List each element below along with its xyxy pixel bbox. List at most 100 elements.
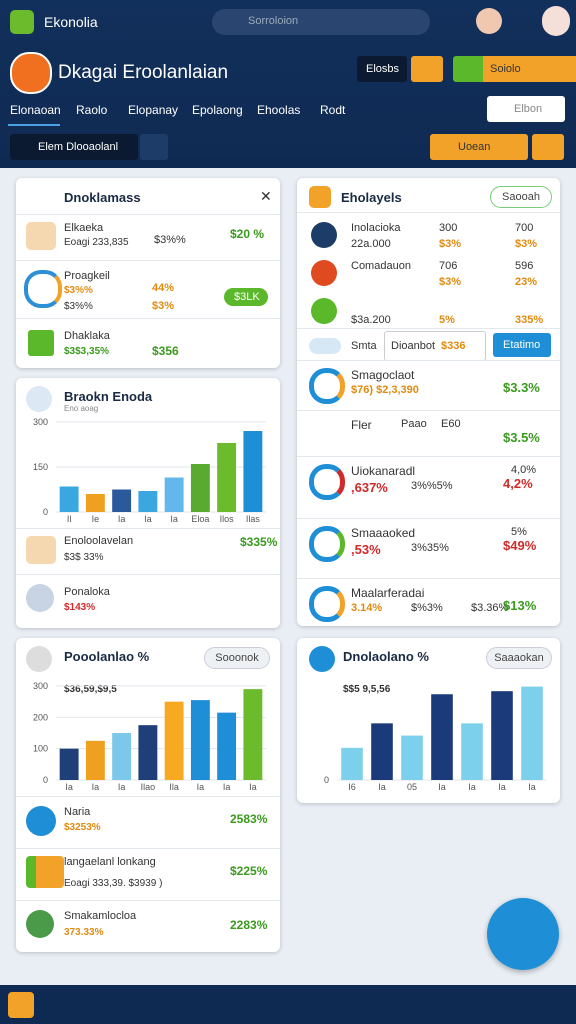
bar <box>85 740 105 780</box>
stat-value: 4,2% <box>503 476 533 491</box>
label: 373.33% <box>64 927 104 938</box>
label: Pooolanlao % <box>64 649 150 664</box>
stat-sub: $%3% <box>411 602 443 614</box>
label: Proagkeil <box>64 270 110 282</box>
x-tick-label: Ie <box>92 514 100 524</box>
search-placeholder: Sorroloion <box>248 15 299 27</box>
label: $20 % <box>230 227 265 241</box>
x-tick-label: Ilos <box>220 514 235 524</box>
label: Eoagi 233,835 <box>64 237 129 248</box>
avatar[interactable] <box>476 8 502 34</box>
tab[interactable]: Epolaong <box>192 103 243 117</box>
y-tick-label: 0 <box>43 775 48 785</box>
label: Naria <box>64 806 91 818</box>
label: $3%% <box>64 285 93 296</box>
dropdown[interactable] <box>430 134 528 160</box>
x-tick-label: Ia <box>197 782 205 792</box>
separator <box>297 456 560 457</box>
x-tick-label: 05 <box>407 782 417 792</box>
bar <box>431 694 453 780</box>
tab[interactable]: Elonaoan <box>10 103 61 117</box>
button[interactable]: Sooonok <box>204 647 270 669</box>
avatar <box>26 910 54 938</box>
view-button[interactable] <box>10 134 138 160</box>
bar <box>59 486 79 512</box>
label: Smta <box>351 340 377 352</box>
tab[interactable]: Rodt <box>320 103 346 117</box>
separator <box>297 360 560 361</box>
search-box[interactable] <box>212 9 430 35</box>
bar <box>85 494 105 512</box>
chip: E60 <box>441 418 461 430</box>
separator <box>297 578 560 579</box>
button[interactable] <box>357 56 407 82</box>
bar <box>164 701 184 780</box>
cell: $3% <box>439 238 462 250</box>
label: $336 <box>441 340 466 352</box>
button[interactable]: Saaaokan <box>486 647 552 669</box>
bar <box>190 700 210 780</box>
bar-chart: 0 I6 Ia 05 Ia Ia Ia Ia <box>324 686 547 792</box>
label: $3%% <box>64 301 93 312</box>
bar-chart: 0 150 300 Il Ie Ia Ia Ia Eloa Ilos Ilas <box>33 417 266 524</box>
label: Etatimo <box>503 339 541 351</box>
button[interactable] <box>493 333 551 357</box>
button[interactable] <box>453 56 576 82</box>
tab[interactable]: Elopanay <box>128 103 179 117</box>
chip: Paao <box>401 418 427 430</box>
separator <box>297 410 560 411</box>
bar <box>243 689 263 780</box>
x-tick-label: Ia <box>118 514 126 524</box>
nav-home[interactable] <box>8 992 34 1018</box>
fab[interactable] <box>487 898 559 970</box>
icon <box>26 856 64 888</box>
tab[interactable]: Raolo <box>76 103 108 117</box>
stat-sub: 3%35% <box>411 542 449 554</box>
cell: 706 <box>439 260 458 272</box>
x-tick-label: Il <box>67 514 72 524</box>
label: Smakamlocloa <box>64 910 137 922</box>
bar <box>217 443 237 512</box>
icon-button[interactable] <box>140 134 168 160</box>
x-tick-label: Ia <box>468 782 476 792</box>
label: $335% <box>240 535 278 549</box>
x-tick-label: Ia <box>65 782 73 792</box>
label: 44% <box>152 282 175 294</box>
summary-card: Dnoklamass ✕ Elkaeka Eoagi 233,835 $3%% … <box>16 178 280 368</box>
icon-button[interactable] <box>411 56 443 82</box>
close-icon[interactable]: ✕ <box>260 188 272 204</box>
icon <box>26 222 56 250</box>
app-header: Ekonolia Sorroloion Dkagai Eroolanlaian … <box>0 0 576 168</box>
button[interactable]: Saooah <box>490 186 552 208</box>
bar <box>112 489 132 512</box>
tab-indicator <box>8 124 60 126</box>
x-tick-label: Ia <box>92 782 100 792</box>
logo[interactable] <box>10 10 34 34</box>
icon <box>309 186 331 208</box>
stat-value: $3.3% <box>503 380 540 395</box>
stat-name: Maalarferadai <box>351 586 425 600</box>
toggle[interactable] <box>309 338 341 354</box>
label: 2583% <box>230 812 268 826</box>
search-box[interactable] <box>487 96 565 122</box>
tab[interactable]: Ehoolas <box>257 103 301 117</box>
label: $3LK <box>234 291 260 303</box>
label: Dioanbot <box>391 340 436 352</box>
avatar[interactable] <box>542 6 570 36</box>
icon-button[interactable] <box>532 134 564 160</box>
cell: Comadauon <box>351 260 411 272</box>
x-tick-label: Ia <box>170 514 178 524</box>
cell: 596 <box>515 260 534 272</box>
holdings-card: Eholayels Saooah Inolacioka 22a.000 300 $3%… <box>297 178 560 626</box>
donut-icon <box>24 270 62 308</box>
label: Eno aoag <box>64 404 99 413</box>
search-placeholder: Elbon <box>514 103 543 115</box>
stat-name: Uiokanaradl <box>351 464 416 478</box>
stat-value: $13% <box>503 598 537 613</box>
icon <box>26 536 56 564</box>
x-tick-label: Ilas <box>246 514 261 524</box>
trend-card: Braokn Enoda Eno aoag 0 150 300 Il Ie Ia Ia Ia E… <box>16 378 280 628</box>
icon <box>311 222 337 248</box>
label: Elkaeka <box>64 222 104 234</box>
